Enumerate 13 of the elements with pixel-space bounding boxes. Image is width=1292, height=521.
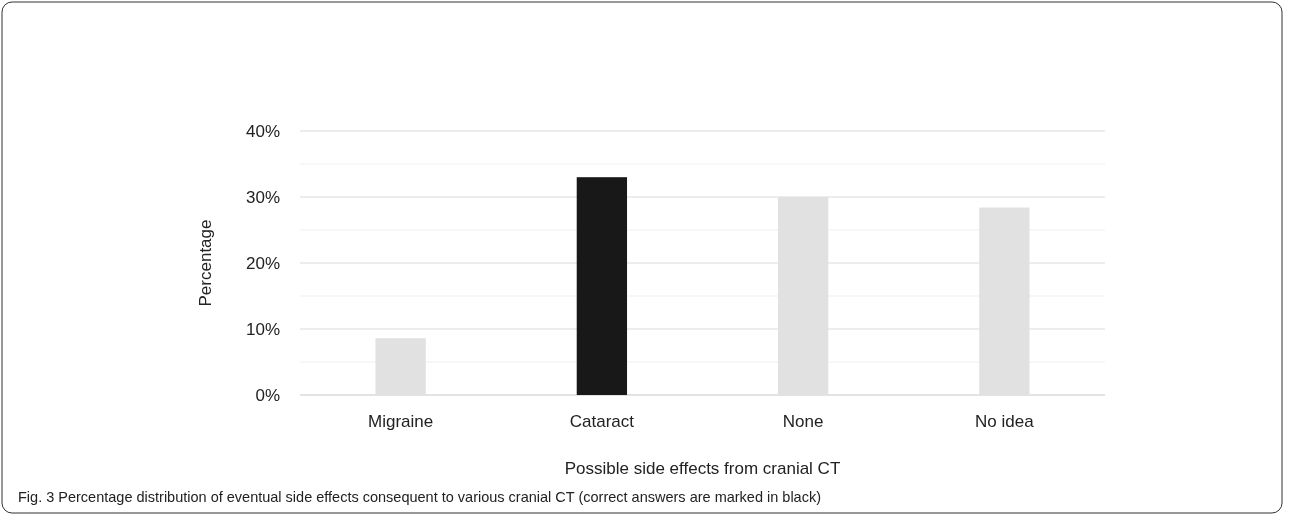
x-axis-title: Possible side effects from cranial CT	[564, 459, 841, 478]
bar	[576, 177, 628, 395]
y-tick-label: 10%	[245, 319, 280, 339]
caption: Fig. 3 Percentage distribution of eventual side effects consequent to various cranial CT (correct answers are marked in black)	[18, 489, 822, 505]
x-tick-label: None	[782, 412, 824, 431]
x-tick-label: Migraine	[368, 412, 434, 431]
x-tick-label: No idea	[975, 412, 1035, 431]
x-tick-label: Cataract	[569, 412, 635, 431]
y-tick-label: 0%	[255, 385, 280, 405]
y-tick-label: 20%	[245, 253, 280, 273]
y-tick-label: 30%	[245, 187, 280, 207]
y-axis-title: Percentage	[196, 219, 215, 307]
y-tick-label: 40%	[245, 121, 280, 141]
